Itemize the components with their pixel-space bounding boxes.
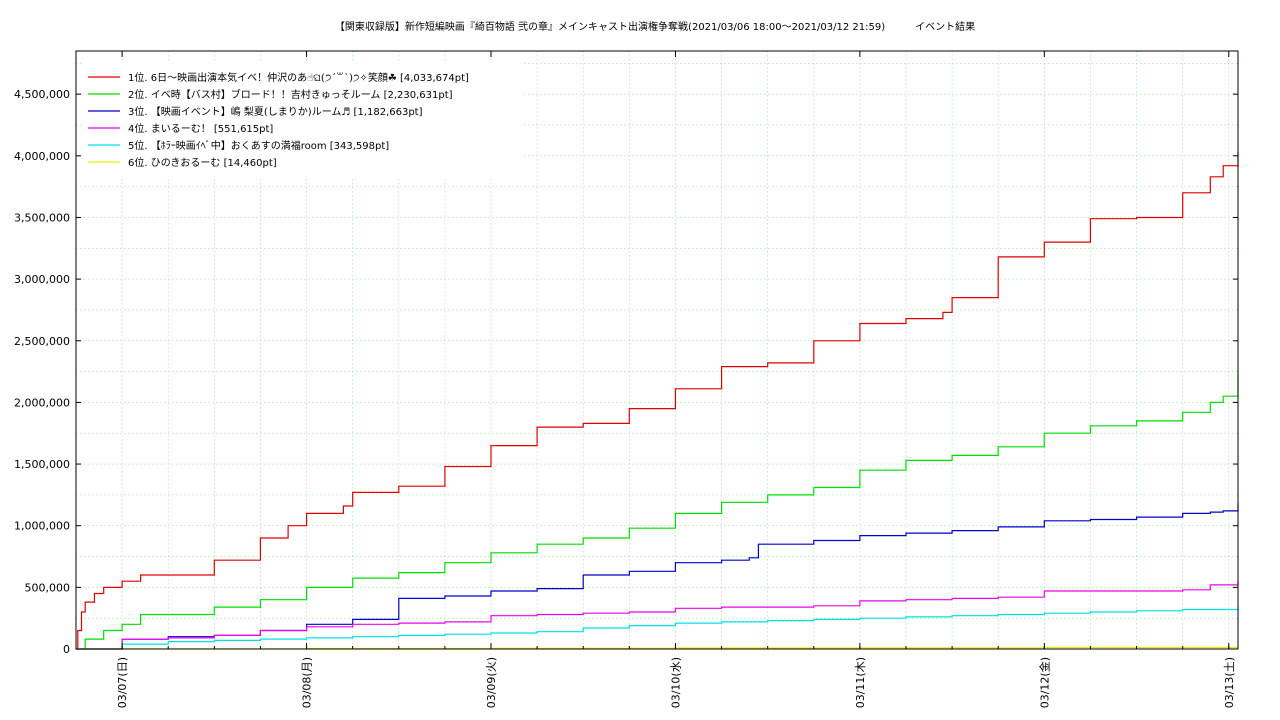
series-line-1 [76,151,1239,650]
series-layer [76,151,1239,650]
legend-label-6: 6位. ひのきおるーむ [14,460pt] [128,156,277,169]
y-tick-label: 3,500,000 [14,211,70,224]
legend-label-5: 5位. 【ﾎﾗｰ映画ｲﾍﾞ中】おくあすの満福room [343,598pt] [128,139,389,152]
x-tick-label: 03/10(水) [669,657,682,708]
y-tick-label: 1,500,000 [14,458,70,471]
y-tick-label: 1,000,000 [14,520,70,533]
legend-label-2: 2位. イベ時【バス村】ブロード！！吉村きゅっそルーム [2,230,631pt… [128,88,453,101]
legend-label-1: 1位. 6日〜映画出演本気イベ！仲沢のあ☝ଘ(੭ˊ꒳ˋ)੭✧笑顔☘ [4,033… [128,71,469,84]
chart-title: 【関東収録版】新作短編映画『綺百物語 弐の章』メインキャスト出演権争奪戦(202… [335,20,975,33]
y-tick-label: 4,500,000 [14,88,70,101]
y-tick-label: 0 [63,643,70,656]
x-tick-label: 03/07(日) [116,657,129,708]
x-tick-label: 03/13(土) [1223,657,1236,708]
x-tick-label: 03/11(木) [854,657,867,708]
legend-label-3: 3位. 【映画イベント】嶋 梨夏(しまりか)ルーム♬ [1,182,663pt] [128,105,423,118]
plot-frame [75,50,1239,650]
legend-label-4: 4位. まいるーむ！ [551,615pt] [128,122,273,135]
y-tick-label: 500,000 [25,581,71,594]
x-tick-label: 03/09(火) [485,657,498,708]
y-tick-label: 2,000,000 [14,396,70,409]
series-line-2 [76,374,1239,650]
y-tick-label: 2,500,000 [14,335,70,348]
series-line-3 [76,503,1239,650]
legend: 1位. 6日〜映画出演本気イベ！仲沢のあ☝ଘ(੭ˊ꒳ˋ)੭✧笑顔☘ [4,033… [82,63,522,178]
y-tick-label: 3,000,000 [14,273,70,286]
y-tick-label: 4,000,000 [14,150,70,163]
legend-box [82,63,522,178]
x-tick-label: 03/08(月) [301,657,314,708]
axes: 0 500,000 1,000,000 1,500,000 2,000,000 2,500… [14,51,1238,708]
series-line-5 [76,606,1239,650]
x-tick-label: 03/12(金) [1037,657,1051,708]
series-line-4 [76,581,1239,650]
